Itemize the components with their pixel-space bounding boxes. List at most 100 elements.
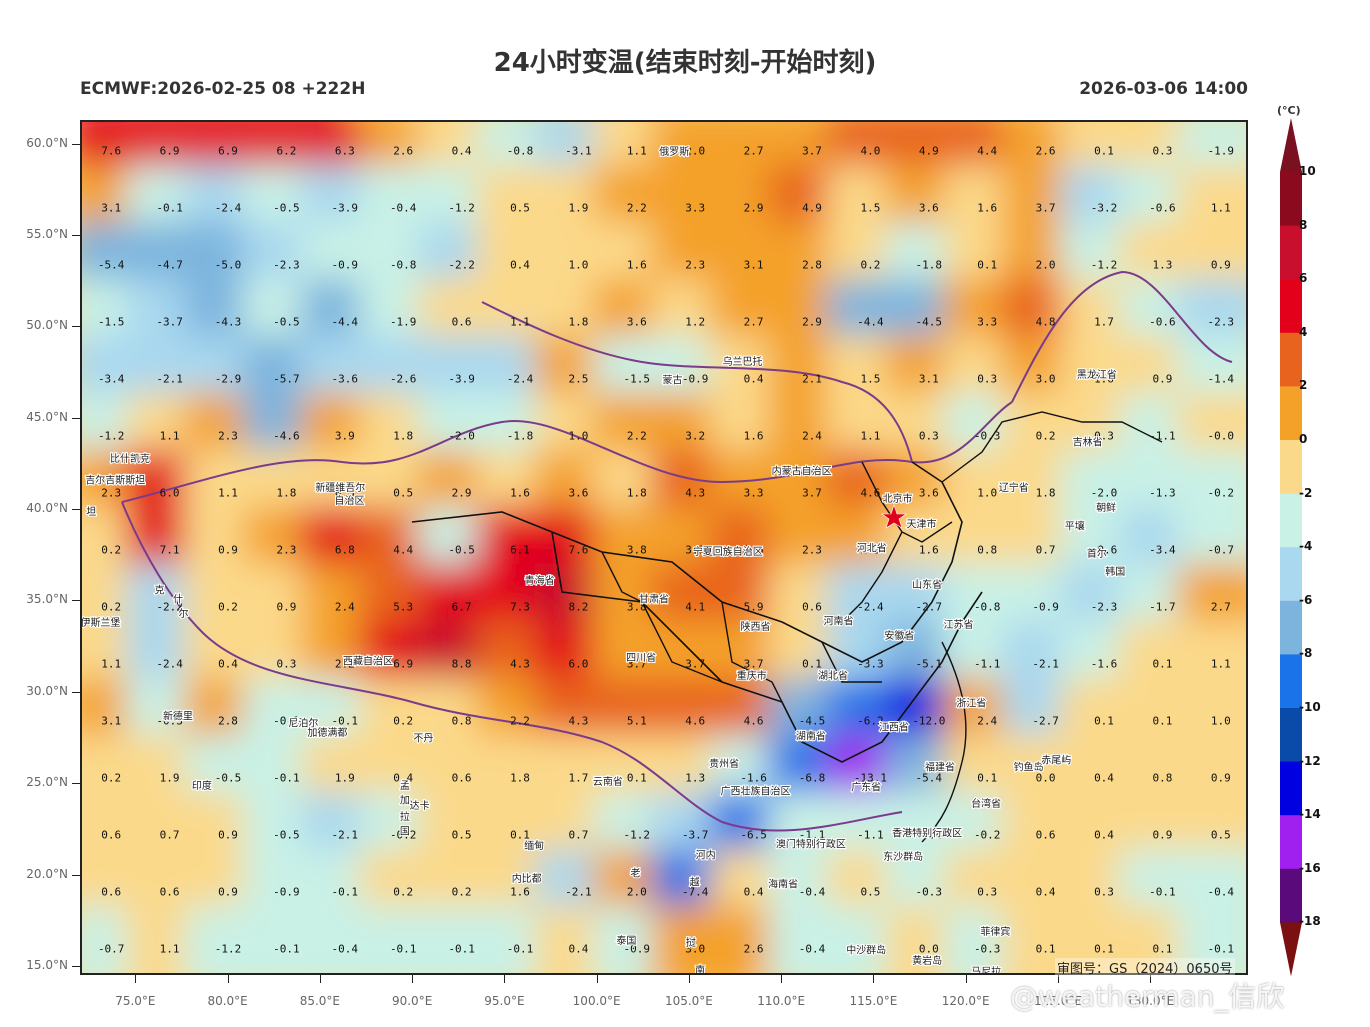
grid-value: -5.7 — [273, 373, 300, 386]
colorbar-segment — [1280, 225, 1302, 280]
grid-value: -2.4 — [857, 601, 884, 614]
colorbar-level-label: -10 — [1299, 700, 1321, 714]
grid-value: 0.6 — [452, 772, 472, 785]
place-label: 新德里 — [163, 709, 193, 722]
grid-value: -1.2 — [1091, 259, 1118, 272]
grid-value: 0.1 — [1152, 943, 1172, 956]
grid-value: -3.2 — [1091, 202, 1118, 215]
grid-value: 2.3 — [802, 544, 822, 557]
grid-value: -0.1 — [448, 943, 475, 956]
colorbar-segment — [1280, 386, 1302, 441]
colorbar-segment — [1280, 761, 1302, 816]
latitude-tick-label: 15.0°N — [26, 957, 68, 972]
place-label: 河南省 — [824, 614, 854, 627]
place-label: 东沙群岛 — [883, 850, 923, 863]
place-label: 拉 — [400, 810, 410, 823]
grid-value: 7.1 — [160, 544, 180, 557]
grid-value: 0.5 — [393, 487, 413, 500]
place-label: 赤尾屿 — [1041, 754, 1071, 766]
grid-value: 0.2 — [1036, 430, 1056, 443]
grid-value: 0.0 — [919, 943, 939, 956]
place-label: 蒙古 — [662, 373, 682, 386]
grid-value: 1.5 — [860, 373, 880, 386]
grid-value: -0.6 — [1149, 316, 1176, 329]
colorbar-segment — [1280, 172, 1302, 227]
colorbar-level-label: 4 — [1299, 324, 1308, 339]
grid-value: -1.8 — [507, 430, 534, 443]
place-label: 福建省 — [925, 761, 955, 774]
longitude-tick — [319, 975, 321, 983]
place-label: 内比都 — [512, 872, 542, 885]
latitude-tick-label: 50.0°N — [26, 318, 68, 333]
grid-value: 2.3 — [685, 259, 705, 272]
latitude-tick — [72, 509, 80, 511]
province-border-north-china — [841, 461, 953, 623]
colorbar-level-label: -12 — [1299, 753, 1321, 768]
grid-value-layer: 7.6 6.9 6.9 6.2 6.3 2.6 0.4 -0.8 -3.1 1.1 2.0 2.7 3.… — [98, 145, 1234, 956]
grid-value: -12.0 — [912, 715, 945, 728]
latitude-tick — [72, 874, 80, 876]
grid-value: -1.6 — [740, 772, 767, 785]
grid-value: 2.6 — [744, 943, 764, 956]
place-label: 河北省 — [857, 541, 887, 554]
grid-value: -2.0 — [448, 430, 475, 443]
grid-value: -0.6 — [1149, 202, 1176, 215]
place-label: 尼泊尔 — [288, 717, 318, 730]
longitude-tick — [1150, 975, 1152, 983]
grid-value: 0.9 — [218, 544, 238, 557]
grid-value: 0.4 — [568, 943, 588, 956]
province-border-inner — [601, 551, 882, 703]
place-label: 西藏自治区 — [343, 655, 393, 668]
grid-value: -0.9 — [682, 373, 709, 386]
longitude-tick-label: 100.0°E — [572, 994, 621, 1008]
place-label: 黄岩岛 — [912, 954, 942, 967]
colorbar-level-label: -6 — [1299, 592, 1313, 607]
grid-value: 6.7 — [452, 601, 472, 614]
longitude-tick-label: 115.0°E — [849, 994, 898, 1008]
colorbar-segment — [1280, 547, 1302, 602]
colorbar-segment — [1280, 493, 1302, 548]
grid-value: -0.9 — [1032, 601, 1059, 614]
grid-value: 0.4 — [452, 145, 472, 158]
longitude-tick — [596, 975, 598, 983]
grid-value: -4.3 — [215, 316, 242, 329]
latitude-tick — [72, 326, 80, 328]
grid-value: 1.6 — [627, 259, 647, 272]
place-label: 菲律宾 — [980, 925, 1010, 938]
place-label: 中沙群岛 — [846, 943, 886, 956]
place-label: 俄罗斯 — [659, 145, 689, 158]
place-label: 甘肃省 — [639, 592, 669, 605]
grid-value: 4.6 — [860, 487, 880, 500]
colorbar-segment — [1280, 868, 1302, 923]
grid-value: -0.1 — [156, 202, 183, 215]
place-label: 泰国 — [616, 934, 636, 947]
latitude-tick-label: 30.0°N — [26, 683, 68, 698]
grid-value: 0.1 — [802, 658, 822, 671]
grid-value: -0.7 — [1208, 544, 1235, 557]
grid-value: 7.3 — [510, 601, 530, 614]
grid-value: -2.3 — [273, 259, 300, 272]
longitude-tick — [1057, 975, 1059, 983]
grid-value: -3.1 — [565, 145, 592, 158]
grid-value: 1.6 — [919, 544, 939, 557]
place-label: 平壤 — [1065, 519, 1085, 532]
place-label: 朝鲜 — [1096, 501, 1116, 514]
grid-value: -0.5 — [273, 202, 300, 215]
grid-value: -0.0 — [1208, 430, 1235, 443]
grid-value: -0.3 — [974, 430, 1001, 443]
place-label: 重庆市 — [737, 669, 767, 682]
place-label: 首尔 — [1087, 547, 1107, 560]
grid-value: 1.1 — [218, 487, 238, 500]
grid-value: 0.6 — [101, 886, 121, 899]
grid-value: -4.6 — [273, 430, 300, 443]
grid-value: 0.3 — [977, 373, 997, 386]
grid-value: -0.5 — [448, 544, 475, 557]
grid-value: -0.8 — [507, 145, 534, 158]
grid-value: 0.4 — [393, 772, 413, 785]
grid-value: 3.1 — [101, 202, 121, 215]
grid-value: -2.7 — [1032, 715, 1059, 728]
latitude-tick — [72, 783, 80, 785]
place-label: 北京市 — [883, 492, 913, 505]
grid-value: 0.5 — [860, 886, 880, 899]
place-label: 加 — [400, 794, 410, 806]
